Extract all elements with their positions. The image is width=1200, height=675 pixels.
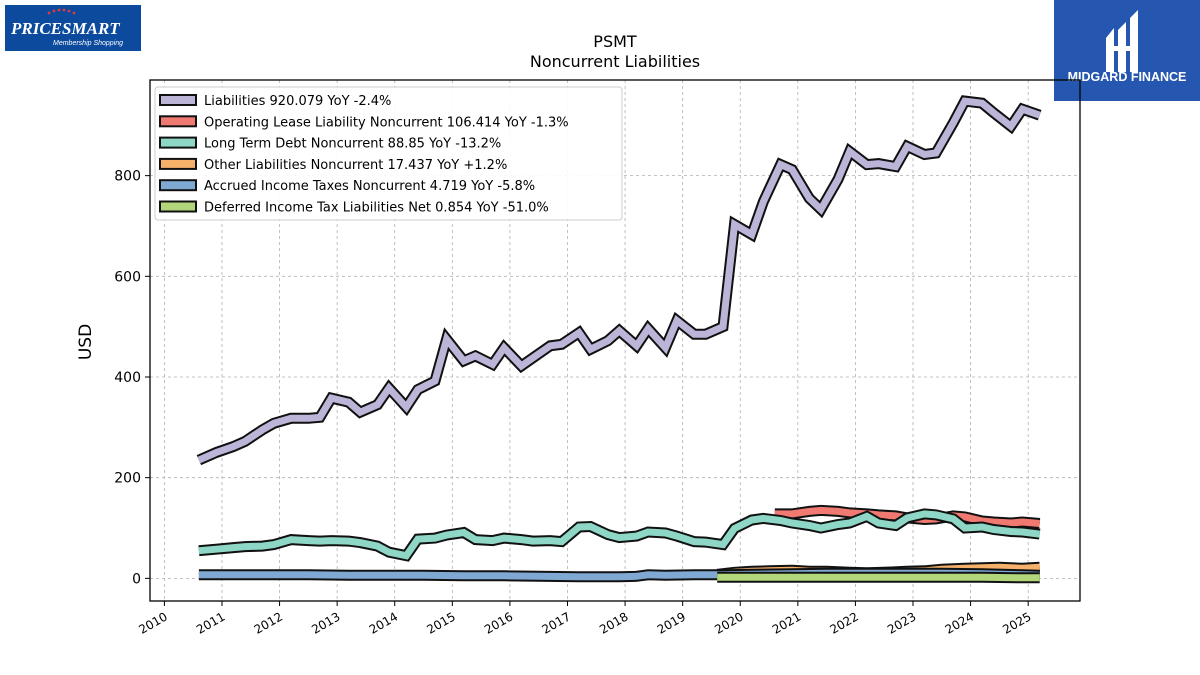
- x-tick-label: 2019: [655, 609, 688, 636]
- x-tick-label: 2013: [309, 609, 342, 636]
- svg-text:PRICESMART: PRICESMART: [10, 19, 120, 38]
- pricesmart-logo: PRICESMART Membership Shopping: [5, 5, 141, 51]
- series-deferred-income-tax-liabilities-net: [717, 571, 1040, 584]
- series-long-term-debt-noncurrent: [198, 508, 1041, 562]
- series-layer: [196, 95, 1042, 584]
- legend-item: Long Term Debt Noncurrent 88.85 YoY -13.…: [159, 136, 501, 152]
- series-liabilities: [196, 95, 1042, 466]
- legend-box: [154, 86, 623, 221]
- x-tick-label: 2015: [424, 609, 457, 636]
- logo-word-smart: SMART: [62, 19, 120, 38]
- x-tick-label: 2023: [885, 609, 918, 636]
- legend-swatch: [159, 136, 197, 149]
- legend-label: Liabilities 920.079 YoY -2.4%: [204, 94, 391, 109]
- y-axis-label: USD: [76, 324, 96, 360]
- x-tick-label: 2017: [540, 609, 573, 636]
- legend-item: Other Liabilities Noncurrent 17.437 YoY …: [159, 157, 507, 173]
- x-tick-label: 2014: [367, 609, 400, 636]
- series-line: [198, 510, 1041, 560]
- x-tick-label: 2018: [597, 609, 630, 636]
- legend-label: Other Liabilities Noncurrent 17.437 YoY …: [204, 158, 507, 173]
- legend-label: Long Term Debt Noncurrent 88.85 YoY -13.…: [204, 137, 501, 152]
- legend-swatch: [159, 200, 197, 213]
- legend: Liabilities 920.079 YoY -2.4% Operating L…: [154, 86, 623, 221]
- y-axis: 0 200 400 600 800: [114, 169, 150, 587]
- y-tick-label: 200: [114, 471, 141, 487]
- legend-label: Accrued Income Taxes Noncurrent 4.719 Yo…: [204, 179, 535, 194]
- legend-label: Operating Lease Liability Noncurrent 106…: [204, 115, 569, 130]
- x-tick-label: 2011: [194, 609, 227, 636]
- x-axis: 2010 2011 2012 2013 2014 2015 2016 2017 2018 2019…: [136, 601, 1034, 637]
- legend-label: Deferred Income Tax Liabilities Net 0.85…: [204, 201, 549, 216]
- series-line: [717, 573, 1040, 582]
- x-tick-label: 2025: [1000, 609, 1033, 636]
- x-tick-label: 2022: [827, 609, 860, 636]
- logo-word-price: PRICE: [10, 19, 62, 38]
- legend-swatch: [159, 94, 197, 106]
- y-tick-label: 600: [114, 269, 141, 285]
- legend-item: Deferred Income Tax Liabilities Net 0.85…: [159, 200, 549, 216]
- pricesmart-logo-graphic: PRICESMART Membership Shopping: [10, 8, 123, 47]
- midgard-finance-logo: MIDGARD FINANCE: [1054, 0, 1200, 101]
- y-tick-label: 800: [114, 169, 141, 185]
- x-tick-label: 2010: [136, 609, 169, 636]
- chart-title: PSMT: [593, 32, 637, 51]
- x-tick-label: 2021: [770, 609, 803, 636]
- legend-item: Accrued Income Taxes Noncurrent 4.719 Yo…: [159, 179, 535, 194]
- x-tick-label: 2016: [482, 609, 515, 636]
- legend-swatch: [159, 157, 197, 170]
- midgard-mark-icon: [1106, 10, 1138, 72]
- x-tick-label: 2012: [252, 609, 285, 636]
- midgard-name: MIDGARD FINANCE: [1068, 70, 1187, 84]
- chart-subtitle: Noncurrent Liabilities: [530, 52, 700, 71]
- series-line: [197, 97, 1041, 464]
- logo-dots-arc: [47, 8, 76, 15]
- y-tick-label: 400: [114, 370, 141, 386]
- legend-item: Liabilities 920.079 YoY -2.4%: [159, 94, 391, 109]
- legend-item: Operating Lease Liability Noncurrent 106…: [159, 115, 569, 130]
- logo-tagline: Membership Shopping: [53, 40, 123, 47]
- midgard-finance-logo-graphic: MIDGARD FINANCE: [1068, 10, 1187, 84]
- legend-swatch: [159, 179, 197, 192]
- y-tick-label: 0: [132, 571, 141, 587]
- plot-frame: [149, 79, 1081, 602]
- x-tick-label: 2020: [712, 609, 745, 636]
- legend-swatch: [159, 115, 197, 128]
- x-tick-label: 2024: [943, 609, 976, 636]
